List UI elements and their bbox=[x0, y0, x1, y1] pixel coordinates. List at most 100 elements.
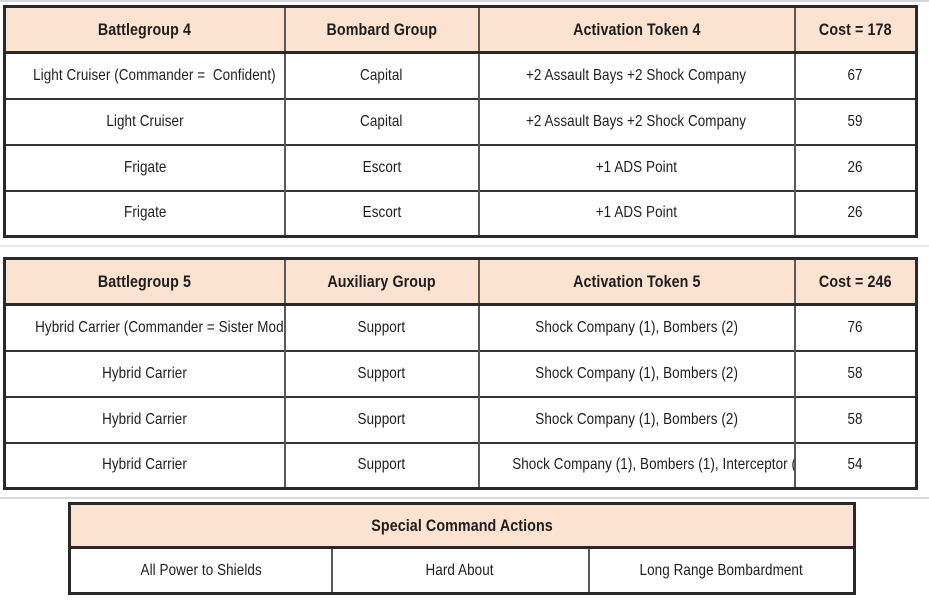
header-text: Activation Token 5 bbox=[572, 271, 701, 291]
special-command-actions-table: Special Command Actions All Power to Shi… bbox=[68, 502, 856, 595]
cell-text: +2 Assault Bays +2 Shock Company bbox=[526, 112, 747, 130]
table-header-row: Battlegroup 4 Bombard Group Activation T… bbox=[3, 5, 917, 54]
bg4-header-battlegroup: Battlegroup 4 bbox=[3, 5, 285, 54]
cell-text: Light Cruiser (Commander = Confident) bbox=[33, 66, 276, 84]
cell-text: Frigate bbox=[123, 158, 166, 176]
action-cell: Hard About bbox=[330, 546, 589, 594]
action-cell: Long Range Bombardment bbox=[587, 546, 855, 594]
cost-cell: 54 bbox=[793, 441, 917, 489]
cell-text: Hybrid Carrier bbox=[102, 456, 188, 474]
cost-cell: 26 bbox=[793, 189, 917, 237]
class-cell: Capital bbox=[283, 97, 479, 145]
cell-text: Escort bbox=[362, 158, 401, 176]
ship-cell: Light Cruiser bbox=[3, 97, 285, 145]
class-cell: Support bbox=[283, 441, 479, 489]
cell-text: 76 bbox=[847, 318, 863, 336]
special-actions-header: Special Command Actions bbox=[68, 502, 855, 549]
cost-cell: 58 bbox=[793, 395, 917, 443]
top-divider-line bbox=[0, 0, 929, 2]
cell-text: Shock Company (1), Bombers (1), Intercep… bbox=[511, 456, 795, 474]
bg5-header-activation: Activation Token 5 bbox=[477, 257, 795, 306]
cell-text: 58 bbox=[847, 410, 863, 428]
table-row: Hybrid Carrier Support Shock Company (1)… bbox=[3, 441, 917, 489]
table-header-row: Special Command Actions bbox=[68, 502, 855, 549]
cell-text: Hybrid Carrier bbox=[102, 410, 188, 428]
bg4-header-activation: Activation Token 4 bbox=[477, 5, 795, 54]
loadout-cell: Shock Company (1), Bombers (2) bbox=[477, 395, 795, 443]
ship-cell: Hybrid Carrier (Commander = Sister Modir… bbox=[3, 303, 285, 351]
cell-text: +2 Assault Bays +2 Shock Company bbox=[526, 66, 747, 84]
cell-text: Hybrid Carrier bbox=[102, 364, 188, 382]
table-row: Frigate Escort +1 ADS Point 26 bbox=[3, 143, 917, 191]
header-text: Battlegroup 4 bbox=[98, 19, 192, 39]
table-row: Hybrid Carrier (Commander = Sister Modir… bbox=[3, 303, 917, 351]
cell-text: Capital bbox=[360, 66, 403, 84]
ship-cell: Frigate bbox=[3, 189, 285, 237]
header-text: Cost = 178 bbox=[818, 19, 892, 39]
battlegroup-4-table: Battlegroup 4 Bombard Group Activation T… bbox=[3, 5, 918, 238]
bg4-header-group: Bombard Group bbox=[283, 5, 479, 54]
cell-text: Support bbox=[357, 456, 406, 474]
cell-text: 54 bbox=[847, 456, 863, 474]
cell-text: 26 bbox=[847, 204, 863, 222]
cost-cell: 58 bbox=[793, 349, 917, 397]
cell-text: Frigate bbox=[123, 204, 166, 222]
class-cell: Escort bbox=[283, 143, 479, 191]
cell-text: 67 bbox=[847, 66, 863, 84]
header-text: Auxiliary Group bbox=[327, 271, 436, 291]
cell-text: 59 bbox=[847, 112, 863, 130]
cell-text: Support bbox=[357, 318, 406, 336]
table-row: Light Cruiser Capital +2 Assault Bays +2… bbox=[3, 97, 917, 145]
loadout-cell: +1 ADS Point bbox=[477, 189, 795, 237]
cell-text: +1 ADS Point bbox=[595, 158, 678, 176]
table-header-row: Battlegroup 5 Auxiliary Group Activation… bbox=[3, 257, 917, 306]
loadout-cell: +1 ADS Point bbox=[477, 143, 795, 191]
battlegroup-5-table: Battlegroup 5 Auxiliary Group Activation… bbox=[3, 257, 918, 490]
cost-cell: 76 bbox=[793, 303, 917, 351]
ship-cell: Hybrid Carrier bbox=[3, 395, 285, 443]
cell-text: 26 bbox=[847, 158, 863, 176]
table-row: Hybrid Carrier Support Shock Company (1)… bbox=[3, 395, 917, 443]
cell-text: Light Cruiser bbox=[106, 112, 184, 130]
class-cell: Escort bbox=[283, 189, 479, 237]
header-text: Cost = 246 bbox=[818, 271, 892, 291]
bg5-header-battlegroup: Battlegroup 5 bbox=[3, 257, 285, 306]
table-row: Hybrid Carrier Support Shock Company (1)… bbox=[3, 349, 917, 397]
cell-text: Hard About bbox=[425, 561, 495, 579]
cell-text: Shock Company (1), Bombers (2) bbox=[535, 410, 738, 428]
cell-text: Support bbox=[357, 364, 406, 382]
cost-cell: 59 bbox=[793, 97, 917, 145]
cell-text: Escort bbox=[362, 204, 401, 222]
lower-divider-line bbox=[0, 497, 929, 499]
header-text: Battlegroup 5 bbox=[98, 271, 192, 291]
loadout-cell: Shock Company (1), Bombers (1), Intercep… bbox=[477, 441, 795, 489]
class-cell: Support bbox=[283, 349, 479, 397]
cell-text: Capital bbox=[360, 112, 403, 130]
table-row: Frigate Escort +1 ADS Point 26 bbox=[3, 189, 917, 237]
action-cell: All Power to Shields bbox=[68, 546, 332, 594]
cell-text: Shock Company (1), Bombers (2) bbox=[535, 318, 738, 336]
cost-cell: 26 bbox=[793, 143, 917, 191]
cell-text: Support bbox=[357, 410, 406, 428]
cell-text: Long Range Bombardment bbox=[639, 561, 803, 579]
class-cell: Support bbox=[283, 303, 479, 351]
header-text: Special Command Actions bbox=[371, 515, 553, 535]
ship-cell: Hybrid Carrier bbox=[3, 349, 285, 397]
header-text: Activation Token 4 bbox=[572, 19, 701, 39]
cost-cell: 67 bbox=[793, 51, 917, 99]
header-text: Bombard Group bbox=[326, 19, 437, 39]
ship-cell: Light Cruiser (Commander = Confident) bbox=[3, 51, 285, 99]
bg5-header-group: Auxiliary Group bbox=[283, 257, 479, 306]
mid-divider-line bbox=[0, 245, 929, 247]
bg4-header-cost: Cost = 178 bbox=[793, 5, 917, 54]
cell-text: +1 ADS Point bbox=[595, 204, 678, 222]
loadout-cell: Shock Company (1), Bombers (2) bbox=[477, 349, 795, 397]
ship-cell: Hybrid Carrier bbox=[3, 441, 285, 489]
loadout-cell: +2 Assault Bays +2 Shock Company bbox=[477, 97, 795, 145]
class-cell: Support bbox=[283, 395, 479, 443]
loadout-cell: Shock Company (1), Bombers (2) bbox=[477, 303, 795, 351]
cell-text: Shock Company (1), Bombers (2) bbox=[535, 364, 738, 382]
ship-cell: Frigate bbox=[3, 143, 285, 191]
table-row: All Power to Shields Hard About Long Ran… bbox=[68, 546, 855, 594]
